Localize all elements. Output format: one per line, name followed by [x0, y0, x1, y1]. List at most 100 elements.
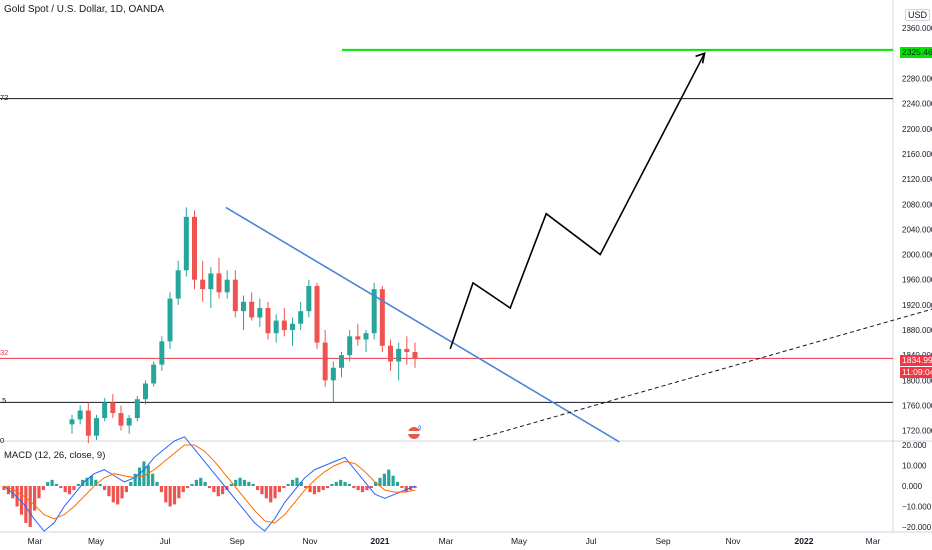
- macd-histogram-bar: [63, 486, 67, 493]
- time-tick-label: Nov: [725, 536, 741, 546]
- macd-histogram-bar: [50, 479, 54, 486]
- macd-histogram-bar: [264, 486, 268, 499]
- candle-body: [347, 336, 353, 356]
- candle-body: [355, 336, 361, 340]
- candle-body: [167, 298, 173, 342]
- macd-histogram-bar: [273, 486, 277, 499]
- macd-signal-line: [3, 444, 416, 524]
- macd-histogram-bar: [330, 483, 334, 486]
- time-tick-label: 2021: [371, 536, 390, 546]
- macd-histogram-bar: [203, 481, 207, 486]
- macd-histogram-bar: [321, 486, 325, 491]
- macd-histogram-bar: [212, 486, 216, 493]
- time-tick-label: Jul: [160, 536, 171, 546]
- macd-histogram-bar: [120, 486, 124, 499]
- target-price-tag: 2325.469: [900, 47, 932, 58]
- candle-body: [363, 333, 369, 340]
- macd-histogram-bar: [277, 486, 282, 493]
- macd-histogram-bar: [295, 477, 299, 486]
- candle-body: [69, 419, 75, 425]
- macd-histogram-bar: [124, 486, 129, 493]
- price-tick-label: 1800.000: [902, 376, 932, 385]
- macd-histogram-bar: [37, 486, 41, 499]
- macd-histogram-bar: [85, 477, 89, 486]
- bar-countdown-tag: 11:09:04: [900, 367, 932, 378]
- candle-body: [265, 308, 271, 334]
- macd-histogram-bar: [194, 479, 198, 486]
- macd-histogram-bar: [67, 486, 72, 495]
- macd-tick-label: 10.000: [902, 462, 927, 471]
- macd-histogram-bar: [260, 486, 264, 495]
- macd-histogram-bar: [334, 481, 338, 486]
- candle-body: [216, 273, 222, 293]
- projection-path: [449, 52, 706, 350]
- macd-tick-label: 0.000: [902, 482, 923, 491]
- macd-histogram-bar: [312, 486, 317, 495]
- macd-histogram-bar: [28, 486, 32, 527]
- time-tick-label: Mar: [439, 536, 454, 546]
- macd-histogram-bar: [89, 475, 94, 486]
- macd-histogram-bar: [369, 486, 373, 489]
- left-edge-level-label: .5: [0, 396, 6, 405]
- macd-histogram-bar: [59, 486, 63, 489]
- price-tick-label: 2040.000: [902, 225, 932, 234]
- macd-histogram-bar: [238, 477, 242, 486]
- candle-body: [330, 367, 336, 381]
- macd-line: [3, 436, 416, 532]
- macd-histogram-bar: [286, 483, 290, 486]
- projection-arrowhead: [695, 52, 706, 64]
- macd-histogram-bar: [207, 486, 212, 489]
- candle-body: [151, 364, 157, 384]
- macd-histogram-bar: [33, 486, 37, 511]
- price-tick-label: 2280.000: [902, 74, 932, 83]
- macd-histogram-bar: [24, 486, 28, 523]
- macd-histogram-bar: [360, 486, 365, 493]
- time-tick-label: May: [88, 536, 105, 546]
- candle-body: [388, 345, 393, 362]
- left-edge-level-label: 72: [0, 93, 8, 102]
- left-edge-level-label: 0: [0, 436, 4, 445]
- time-tick-label: Sep: [655, 536, 670, 546]
- candle-body: [249, 301, 255, 318]
- price-tick-label: 2000.000: [902, 251, 932, 260]
- dashed-trendline: [472, 308, 932, 441]
- macd-histogram-bar: [129, 481, 133, 486]
- macd-histogram-bar: [234, 479, 238, 486]
- macd-histogram-bar: [186, 486, 190, 489]
- candle-body: [298, 311, 304, 324]
- macd-histogram-bar: [54, 483, 59, 486]
- macd-histogram-bar: [356, 486, 360, 491]
- candle-body: [404, 348, 410, 353]
- candle-body: [85, 410, 91, 436]
- macd-histogram-bar: [221, 486, 225, 495]
- price-pane: [0, 0, 893, 440]
- macd-histogram-bar: [365, 486, 369, 491]
- macd-histogram-bar: [76, 483, 80, 486]
- macd-histogram-bar: [172, 486, 177, 505]
- candle-body: [396, 348, 402, 362]
- macd-histogram-bar: [94, 479, 98, 486]
- last-price-tag: 1834.990: [900, 355, 932, 366]
- macd-histogram-bar: [181, 486, 185, 493]
- candle-body: [232, 279, 238, 312]
- currency-button[interactable]: USD: [905, 9, 931, 21]
- candle-body: [94, 418, 99, 436]
- event-flag-count: 9: [418, 426, 422, 432]
- macd-tick-label: −20.000: [902, 523, 932, 532]
- event-flag-stripe: [408, 431, 420, 434]
- macd-histogram-bar: [225, 486, 229, 491]
- macd-histogram-bar: [2, 486, 6, 491]
- price-tick-label: 1880.000: [902, 326, 932, 335]
- macd-histogram-bar: [133, 473, 137, 486]
- macd-histogram-bar: [11, 486, 15, 499]
- candle-body: [379, 289, 385, 346]
- macd-histogram-bar: [216, 486, 220, 497]
- candle-body: [192, 216, 197, 280]
- macd-histogram-bar: [142, 461, 146, 486]
- candle-body: [183, 216, 189, 271]
- candle-body: [118, 413, 124, 426]
- candle-body: [257, 308, 263, 318]
- price-tick-label: 2360.000: [902, 24, 932, 33]
- price-tick-label: 1960.000: [902, 276, 932, 285]
